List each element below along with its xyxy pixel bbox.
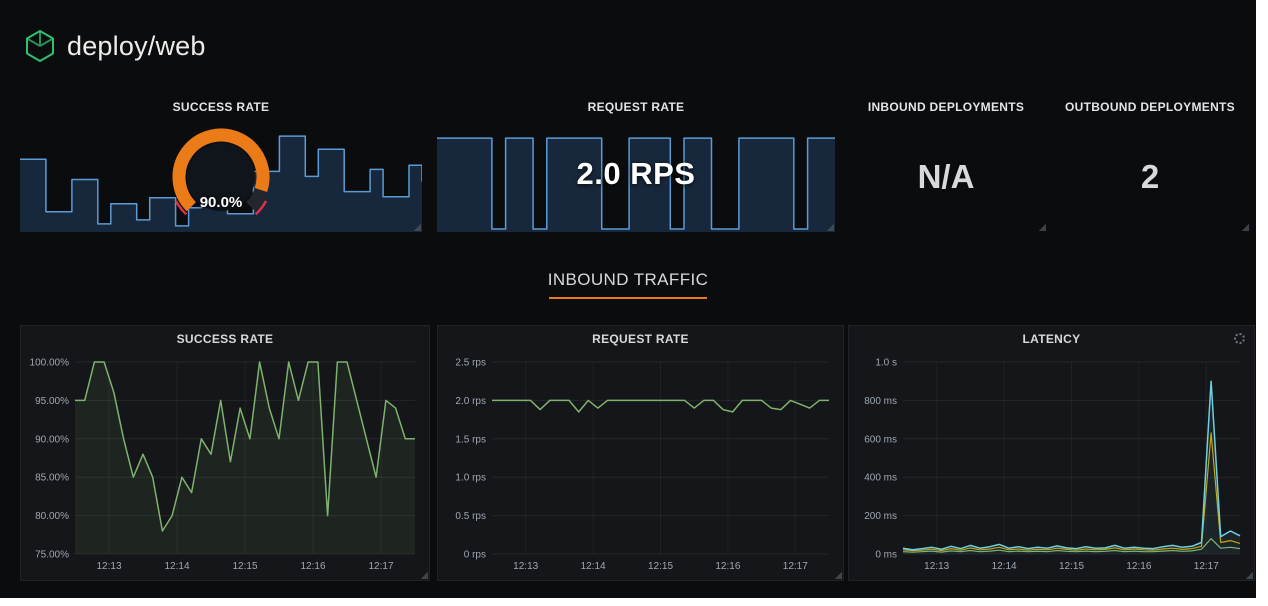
section-inbound-traffic: INBOUND TRAFFIC <box>0 270 1256 299</box>
svg-text:12:16: 12:16 <box>300 561 325 572</box>
panel-request-rate-graph: REQUEST RATE 2.5 rps 2.0 rps 1.5 rps 1.0 rp… <box>437 325 844 581</box>
svg-text:1.5 rps: 1.5 rps <box>455 434 486 445</box>
svg-text:85.00%: 85.00% <box>35 473 69 484</box>
dashboard-title: deploy/web <box>67 30 206 61</box>
resize-handle-icon[interactable] <box>420 571 428 579</box>
svg-text:12:14: 12:14 <box>581 561 606 572</box>
svg-text:12:13: 12:13 <box>924 561 949 572</box>
request-rate-graph[interactable]: 2.5 rps 2.0 rps 1.5 rps 1.0 rps 0.5 rps 0 rps… <box>442 354 839 576</box>
panel-title-request-rate[interactable]: REQUEST RATE <box>587 100 685 114</box>
grafana-dashboard: deploy/web SUCCESS RATE 90.0% REQUEST RA… <box>0 0 1256 598</box>
svg-text:200 ms: 200 ms <box>864 511 897 522</box>
svg-text:12:15: 12:15 <box>232 561 257 572</box>
deploy-logo-icon[interactable] <box>22 28 58 64</box>
resize-handle-icon[interactable] <box>826 223 834 231</box>
resize-handle-icon[interactable] <box>834 571 842 579</box>
svg-text:12:15: 12:15 <box>1059 561 1084 572</box>
success-rate-gauge: 90.0% <box>159 124 283 230</box>
dashboard-header: deploy/web <box>22 28 206 64</box>
panel-success-rate-stat: SUCCESS RATE 90.0% <box>20 96 422 232</box>
loading-spinner-icon <box>1234 333 1245 344</box>
svg-text:100.00%: 100.00% <box>30 358 70 369</box>
latency-graph[interactable]: 1.0 s 800 ms 600 ms 400 ms 200 ms 0 ms 12:13 12… <box>853 354 1250 576</box>
svg-text:80.00%: 80.00% <box>35 511 69 522</box>
resize-handle-icon[interactable] <box>413 223 421 231</box>
panel-title-request-rate-graph[interactable]: REQUEST RATE <box>592 332 689 346</box>
svg-text:800 ms: 800 ms <box>864 396 897 407</box>
svg-text:12:14: 12:14 <box>164 561 189 572</box>
svg-text:75.00%: 75.00% <box>35 550 69 561</box>
inbound-deployments-value: N/A <box>917 158 975 195</box>
svg-text:600 ms: 600 ms <box>864 434 897 445</box>
section-title: INBOUND TRAFFIC <box>547 270 709 289</box>
svg-text:12:13: 12:13 <box>513 561 538 572</box>
panel-title-latency-graph[interactable]: LATENCY <box>1022 332 1081 346</box>
svg-text:400 ms: 400 ms <box>864 473 897 484</box>
outbound-deployments-value: 2 <box>1140 158 1160 195</box>
panel-title-success-rate-graph[interactable]: SUCCESS RATE <box>176 332 274 346</box>
svg-text:12:17: 12:17 <box>1194 561 1219 572</box>
svg-text:12:13: 12:13 <box>96 561 121 572</box>
svg-text:90.00%: 90.00% <box>35 434 69 445</box>
section-underline <box>549 297 707 299</box>
gauge-arc <box>159 124 283 230</box>
svg-text:12:15: 12:15 <box>648 561 673 572</box>
svg-text:0 rps: 0 rps <box>464 550 486 561</box>
svg-text:12:14: 12:14 <box>992 561 1017 572</box>
request-rate-sparkline-chart <box>437 128 835 232</box>
panel-request-rate-stat: REQUEST RATE 2.0 RPS <box>437 96 835 232</box>
resize-handle-icon[interactable] <box>1245 571 1253 579</box>
svg-text:2.5 rps: 2.5 rps <box>455 358 486 369</box>
svg-text:12:16: 12:16 <box>1126 561 1151 572</box>
resize-handle-icon[interactable] <box>1241 223 1249 231</box>
gauge-value-label: 90.0% <box>199 194 243 211</box>
panel-latency-graph: LATENCY 1.0 s 800 ms 600 ms 400 ms 200 ms 0 m… <box>848 325 1255 581</box>
svg-text:12:17: 12:17 <box>368 561 393 572</box>
request-rate-value: 2.0 RPS <box>576 156 696 191</box>
panel-title-success-rate[interactable]: SUCCESS RATE <box>172 100 270 114</box>
svg-text:0.5 rps: 0.5 rps <box>455 511 486 522</box>
panel-title-outbound-deployments[interactable]: OUTBOUND DEPLOYMENTS <box>1064 100 1235 114</box>
svg-text:95.00%: 95.00% <box>35 396 69 407</box>
success-rate-graph[interactable]: 100.00% 95.00% 90.00% 85.00% 80.00% 75.00% 12:… <box>25 354 425 576</box>
svg-text:12:17: 12:17 <box>783 561 808 572</box>
resize-handle-icon[interactable] <box>1038 223 1046 231</box>
svg-text:1.0 s: 1.0 s <box>875 358 897 369</box>
panel-inbound-deployments: INBOUND DEPLOYMENTS N/A <box>845 96 1047 232</box>
svg-text:2.0 rps: 2.0 rps <box>455 396 486 407</box>
svg-text:12:16: 12:16 <box>715 561 740 572</box>
panel-success-rate-graph: SUCCESS RATE 100.00% 95.00% 90.00% 85.00% 80… <box>20 325 430 581</box>
panel-outbound-deployments: OUTBOUND DEPLOYMENTS 2 <box>1050 96 1250 232</box>
svg-text:1.0 rps: 1.0 rps <box>455 473 486 484</box>
svg-text:0 ms: 0 ms <box>875 550 897 561</box>
panel-title-inbound-deployments[interactable]: INBOUND DEPLOYMENTS <box>867 100 1025 114</box>
